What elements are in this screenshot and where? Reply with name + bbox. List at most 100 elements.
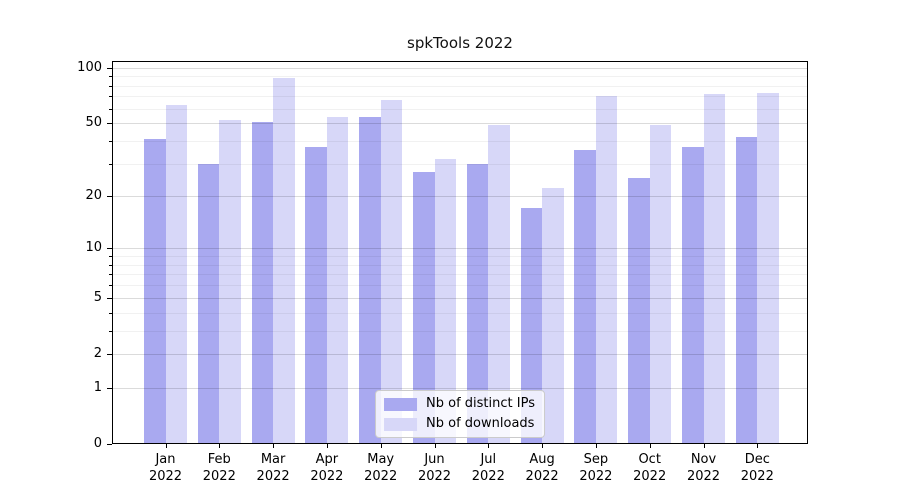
x-tick-year: 2022 xyxy=(686,469,721,484)
bar-dec-distinct-ips xyxy=(735,137,758,444)
y-minor-tick-90 xyxy=(109,76,112,78)
x-tick-year: 2022 xyxy=(364,469,398,484)
bar-oct-downloads xyxy=(649,124,672,444)
x-tick-year: 2022 xyxy=(202,469,236,484)
bar-apr-downloads xyxy=(326,117,349,444)
y-minor-tick-70 xyxy=(109,96,112,98)
bar-jul-distinct-ips xyxy=(466,163,489,444)
y-tick-10 xyxy=(107,248,112,250)
x-tick-label-may: May 2022 xyxy=(351,451,411,485)
x-tick-nov xyxy=(703,444,705,448)
x-tick-year: 2022 xyxy=(633,469,667,484)
x-tick-year: 2022 xyxy=(471,469,505,484)
y-tick-2 xyxy=(107,354,112,356)
y-minor-tick-3 xyxy=(109,330,112,332)
legend: Nb of distinct IPs Nb of downloads xyxy=(375,390,545,438)
x-tick-month: Feb xyxy=(207,452,231,467)
x-tick-month: Nov xyxy=(690,452,717,467)
x-tick-sep xyxy=(595,444,597,448)
y-tick-label-10: 10 xyxy=(85,240,102,256)
bar-jun-distinct-ips xyxy=(413,172,435,444)
x-tick-month: Sep xyxy=(583,452,609,467)
x-tick-year: 2022 xyxy=(417,469,452,484)
bar-nov-distinct-ips xyxy=(682,147,704,444)
x-tick-label-nov: Nov 2022 xyxy=(674,451,734,485)
y-tick-label-1: 1 xyxy=(93,379,102,395)
gridline-minor-60 xyxy=(112,108,808,110)
bar-jan-distinct-ips xyxy=(144,139,166,444)
x-tick-dec xyxy=(757,444,759,448)
gridline-minor-90 xyxy=(112,76,808,78)
plot-area: Nb of distinct IPs Nb of downloads xyxy=(112,61,808,444)
gridline-major-2 xyxy=(112,354,808,356)
x-tick-label-feb: Feb 2022 xyxy=(189,451,249,485)
y-tick-50 xyxy=(107,123,112,125)
x-tick-month: Jul xyxy=(480,452,497,467)
x-tick-month: Aug xyxy=(529,452,555,467)
bar-mar-downloads xyxy=(273,77,295,444)
gridline-minor-30 xyxy=(112,163,808,165)
y-minor-tick-9 xyxy=(109,256,112,258)
x-tick-label-apr: Apr 2022 xyxy=(297,451,357,485)
gridline-major-20 xyxy=(112,195,808,197)
chart-title: spkTools 2022 xyxy=(407,34,513,52)
gridline-minor-40 xyxy=(112,141,808,143)
y-tick-1 xyxy=(107,387,112,389)
bar-apr-distinct-ips xyxy=(305,147,327,444)
bars-layer xyxy=(112,61,808,444)
y-tick-5 xyxy=(107,297,112,299)
x-tick-year: 2022 xyxy=(579,469,613,484)
y-tick-label-100: 100 xyxy=(77,59,102,75)
gridline-major-5 xyxy=(112,297,808,299)
x-tick-month: May xyxy=(367,452,395,467)
x-tick-jul xyxy=(488,444,490,448)
gridline-minor-80 xyxy=(112,85,808,87)
x-tick-may xyxy=(380,444,382,448)
bar-aug-distinct-ips xyxy=(520,208,543,444)
bar-may-downloads xyxy=(380,99,403,444)
x-tick-feb xyxy=(219,444,221,448)
bar-nov-downloads xyxy=(703,94,725,444)
x-tick-month: Mar xyxy=(260,452,286,467)
y-tick-0 xyxy=(107,444,112,445)
x-tick-label-oct: Oct 2022 xyxy=(620,451,680,485)
x-tick-label-jun: Jun 2022 xyxy=(405,451,465,485)
x-tick-year: 2022 xyxy=(148,469,183,484)
y-tick-100 xyxy=(107,67,112,69)
legend-swatch-downloads xyxy=(384,417,418,431)
x-tick-label-aug: Aug 2022 xyxy=(512,451,572,485)
bar-mar-distinct-ips xyxy=(251,121,274,444)
gridline-minor-7 xyxy=(112,274,808,276)
gridline-major-50 xyxy=(112,123,808,125)
y-minor-tick-6 xyxy=(109,285,112,287)
bar-feb-downloads xyxy=(219,120,241,444)
x-tick-month: Jan xyxy=(155,452,176,467)
gridline-minor-8 xyxy=(112,264,808,266)
x-tick-apr xyxy=(326,444,328,448)
x-tick-label-jul: Jul 2022 xyxy=(458,451,518,485)
bar-dec-downloads xyxy=(757,93,779,444)
x-tick-label-jan: Jan 2022 xyxy=(136,451,196,485)
x-tick-year: 2022 xyxy=(310,469,344,484)
legend-item-distinct-ips: Nb of distinct IPs xyxy=(384,397,535,411)
bar-jun-downloads xyxy=(434,158,456,444)
bar-sep-downloads xyxy=(595,96,618,444)
y-minor-tick-4 xyxy=(109,312,112,314)
legend-item-downloads: Nb of downloads xyxy=(384,417,535,431)
y-minor-tick-80 xyxy=(109,85,112,87)
gridline-minor-3 xyxy=(112,330,808,332)
y-minor-tick-30 xyxy=(109,163,112,165)
x-tick-year: 2022 xyxy=(525,469,559,484)
grid-layer xyxy=(112,61,808,444)
y-minor-tick-60 xyxy=(109,108,112,110)
legend-label-distinct-ips: Nb of distinct IPs xyxy=(426,396,535,411)
x-tick-label-dec: Dec 2022 xyxy=(727,451,787,485)
bar-may-distinct-ips xyxy=(359,117,381,444)
x-tick-jun xyxy=(434,444,436,448)
bar-feb-distinct-ips xyxy=(197,163,220,444)
x-tick-month: Apr xyxy=(315,452,339,467)
legend-label-downloads: Nb of downloads xyxy=(426,416,535,431)
legend-swatch-distinct-ips xyxy=(384,397,418,411)
y-tick-label-0: 0 xyxy=(93,436,102,451)
